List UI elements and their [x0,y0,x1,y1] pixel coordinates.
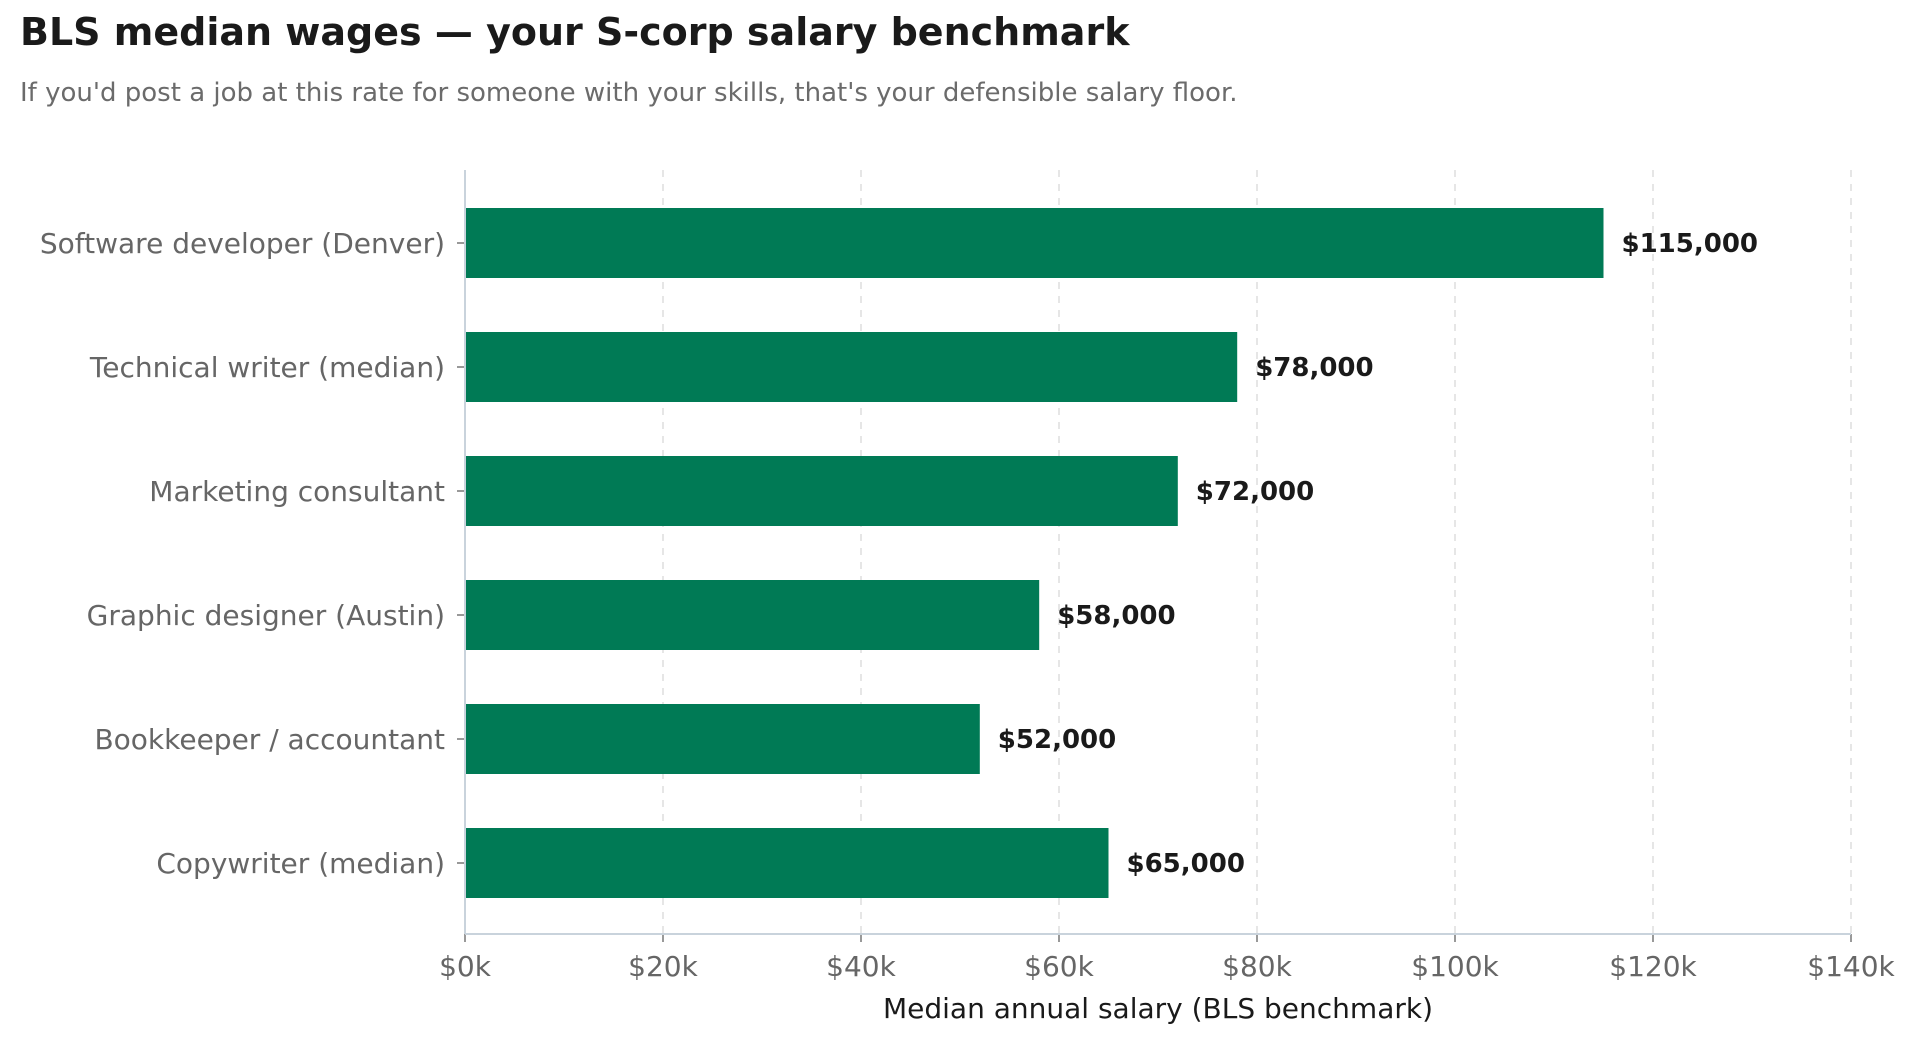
x-tick-label: $0k [439,950,492,983]
value-label: $65,000 [1127,849,1245,879]
bar [465,208,1604,278]
grid-lines [662,170,1852,934]
bar [465,332,1238,402]
value-label: $52,000 [998,725,1116,755]
x-tick-label: $100k [1411,950,1499,983]
value-label: $58,000 [1057,601,1175,631]
category-label: Software developer (Denver) [40,227,445,260]
x-tick-label: $20k [628,950,698,983]
value-label: $115,000 [1622,229,1759,259]
axes [457,170,1852,942]
category-label: Graphic designer (Austin) [87,599,445,632]
value-label: $78,000 [1255,353,1373,383]
category-label: Technical writer (median) [89,351,445,384]
bar [465,704,980,774]
x-tick-label: $60k [1024,950,1094,983]
category-label: Bookkeeper / accountant [94,723,445,756]
chart-title: BLS median wages — your S-corp salary be… [20,10,1130,54]
bar [465,456,1178,526]
category-label: Copywriter (median) [156,847,445,880]
x-tick-label: $140k [1807,950,1895,983]
x-axis-title: Median annual salary (BLS benchmark) [883,992,1433,1025]
value-label: $72,000 [1196,477,1314,507]
bar [465,828,1109,898]
x-tick-label: $40k [826,950,896,983]
x-tick-label: $80k [1222,950,1292,983]
bars [465,208,1604,898]
x-tick-label: $120k [1609,950,1697,983]
category-label: Marketing consultant [149,475,445,508]
bar [465,580,1040,650]
labels: $0k $20k $40k $60k $80k $100k $120k $140k Softwa… [40,227,1896,983]
chart-subtitle: If you'd post a job at this rate for som… [20,78,1238,108]
